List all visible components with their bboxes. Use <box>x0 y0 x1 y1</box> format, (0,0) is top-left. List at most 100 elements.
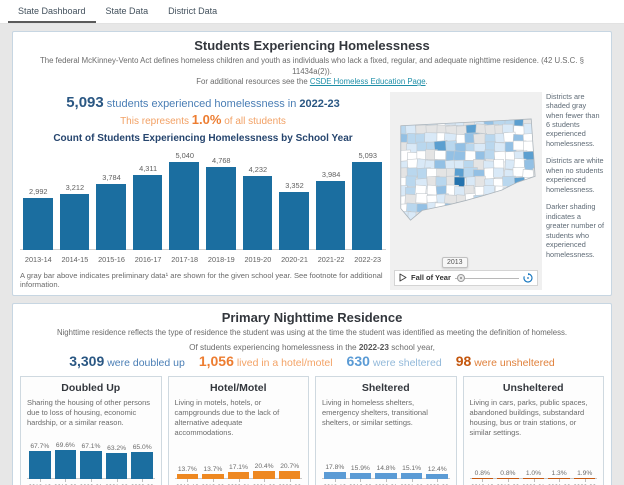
bar-2020-21[interactable] <box>279 191 309 250</box>
primary-nighttime-residence-card: Primary Nighttime Residence Nighttime re… <box>12 303 612 485</box>
bar-2020-21[interactable] <box>375 473 397 480</box>
bar-2018-19[interactable] <box>176 473 199 480</box>
intro-line-2-prefix: For additional resources see the <box>196 77 310 87</box>
bar-2022-23[interactable] <box>352 161 382 250</box>
bar-2014-15[interactable] <box>59 194 90 250</box>
stat-hotel-motel-label: lived in a hotel/motel <box>236 357 333 370</box>
bar-2013-14[interactable] <box>23 197 53 250</box>
bar-2022-23[interactable] <box>573 478 596 480</box>
map-note-white: Districts are white when no students exp… <box>546 156 604 194</box>
connecticut-district-map[interactable] <box>393 110 539 232</box>
bar-2019-20[interactable] <box>202 473 224 480</box>
hotel-motel-mini-chart[interactable]: 13.7%2018-1913.7%2019-2017.1%2020-2120.4… <box>174 443 302 485</box>
panel-unsheltered: Unsheltered Living in cars, parks, publi… <box>462 376 604 485</box>
axis-tick <box>289 479 291 483</box>
pnr-of-line: Of students experiencing homelessness in… <box>20 343 604 352</box>
bar-2020-21[interactable] <box>80 451 102 480</box>
bar-value-label: 3,784 <box>102 173 121 183</box>
chart-footnote: A gray bar above indicates preliminary d… <box>20 270 383 290</box>
bar-2018-19[interactable] <box>29 450 51 480</box>
bar-value-label: 5,093 <box>358 150 377 160</box>
axis-tick <box>91 479 92 483</box>
pnr-title: Primary Nighttime Residence <box>221 310 403 326</box>
stat-unsheltered: 98 were unsheltered <box>456 353 555 369</box>
bar-2019-20[interactable] <box>349 472 372 480</box>
axis-tick <box>264 479 266 483</box>
x-axis-label: 2022-23 <box>354 254 382 264</box>
bar-2021-22[interactable] <box>400 472 423 480</box>
animation-speed-icon[interactable] <box>523 272 533 283</box>
x-axis-label: 2014-15 <box>61 254 89 264</box>
main-chart-title: Count of Students Experiencing Homelessn… <box>53 132 353 144</box>
bar-value-label: 67.1% <box>81 443 101 451</box>
x-axis-label: 2013-14 <box>24 254 52 264</box>
x-axis-label: 2015-16 <box>98 254 125 264</box>
bar-2018-19[interactable] <box>471 478 494 480</box>
bar-2022-23[interactable] <box>278 470 301 480</box>
panel-doubled-up: Doubled Up Sharing the housing of other … <box>20 376 162 485</box>
map-notes-column: Districts are shaded gray when fewer tha… <box>546 92 604 291</box>
slider-year-tooltip: 2013 <box>442 256 468 268</box>
bar-2021-22[interactable] <box>253 470 275 480</box>
pnr-of-year: 2022-23 <box>358 343 389 353</box>
residence-type-panels: Doubled Up Sharing the housing of other … <box>20 376 604 485</box>
bar-value-label: 13.7% <box>177 465 197 473</box>
doubled-up-mini-chart[interactable]: 67.7%2018-1969.6%2019-2067.1%2020-2163.2… <box>27 442 155 485</box>
bar-value-label: 4,232 <box>248 165 268 175</box>
total-count-year: 2022-23 <box>299 97 340 110</box>
bar-value-label: 2,992 <box>29 186 48 196</box>
homelessness-overview-card: Students Experiencing Homelessness The f… <box>12 31 612 297</box>
slider-line <box>454 277 519 279</box>
bar-2019-20[interactable] <box>242 176 273 250</box>
tab-district-data[interactable]: District Data <box>168 6 218 16</box>
bar-value-label: 69.6% <box>55 442 75 450</box>
bar-2015-16[interactable] <box>96 184 126 250</box>
bar-2022-23[interactable] <box>426 474 448 480</box>
panel-sheltered-title: Sheltered <box>361 382 410 395</box>
bar-value-label: 1.3% <box>551 470 567 478</box>
bar-2016-17[interactable] <box>132 175 163 250</box>
bar-2018-19[interactable] <box>324 471 346 480</box>
sheltered-mini-chart[interactable]: 17.8%2018-1915.9%2019-2014.8%2020-2115.1… <box>322 443 450 485</box>
tab-state-dashboard[interactable]: State Dashboard <box>8 1 96 23</box>
stat-unsheltered-value: 98 <box>455 353 472 370</box>
stat-doubled-up-label: were doubled up <box>107 357 185 370</box>
map-note-darker: Darker shading indicates a greater numbe… <box>546 202 605 259</box>
tab-state-data[interactable]: State Data <box>105 6 149 16</box>
bar-value-label: 17.1% <box>229 464 248 472</box>
bar-2020-21[interactable] <box>227 472 250 480</box>
bar-2019-20[interactable] <box>54 450 77 480</box>
bar-2021-22[interactable] <box>548 478 570 480</box>
bar-value-label: 15.9% <box>350 464 370 472</box>
bar-2022-23[interactable] <box>131 451 153 480</box>
stat-doubled-up-value: 3,309 <box>69 353 105 370</box>
slider-handle[interactable] <box>456 273 465 282</box>
panel-hotel-motel: Hotel/Motel Living in motels, hotels, or… <box>167 376 309 485</box>
unsheltered-mini-chart[interactable]: 0.8%2018-190.8%2019-201.0%2020-211.3%202… <box>469 443 597 485</box>
axis-tick <box>507 479 509 483</box>
slider-track[interactable] <box>454 273 519 283</box>
pnr-of-prefix: Of students experiencing homelessness in… <box>189 343 359 353</box>
bar-value-label: 5,040 <box>175 151 194 161</box>
panel-sheltered-desc: Living in homeless shelters, emergency s… <box>322 398 428 427</box>
csde-homeless-education-link[interactable]: CSDE Homeless Education Page <box>309 77 426 87</box>
bar-value-label: 17.8% <box>325 463 345 471</box>
stat-sheltered-value: 630 <box>346 353 370 370</box>
bar-2020-21[interactable] <box>522 478 545 480</box>
x-axis-label: 2021-22 <box>317 254 345 264</box>
bar-2018-19[interactable] <box>206 167 236 250</box>
panel-unsheltered-title: Unsheltered <box>502 382 564 395</box>
x-axis-label: 2020-21 <box>281 254 308 264</box>
panel-unsheltered-desc: Living in cars, parks, public spaces, ab… <box>469 398 588 437</box>
pnr-subtitle: Nighttime residence reflects the type of… <box>56 328 568 338</box>
bar-2019-20[interactable] <box>497 478 519 480</box>
bar-2017-18[interactable] <box>169 162 199 250</box>
total-count-text: students experienced homelessness in <box>103 97 300 110</box>
bar-2021-22[interactable] <box>315 180 346 250</box>
stat-hotel-motel-value: 1,056 <box>198 353 234 370</box>
panel-sheltered: Sheltered Living in homeless shelters, e… <box>315 376 457 485</box>
stat-hotel-motel: 1,056 lived in a hotel/motel <box>199 353 333 369</box>
count-by-year-bar-chart[interactable]: 2,992 2013-14 3,212 2014-15 3,784 2015-16 4,31… <box>20 146 386 266</box>
bar-2021-22[interactable] <box>105 452 128 480</box>
play-icon[interactable] <box>399 273 407 282</box>
